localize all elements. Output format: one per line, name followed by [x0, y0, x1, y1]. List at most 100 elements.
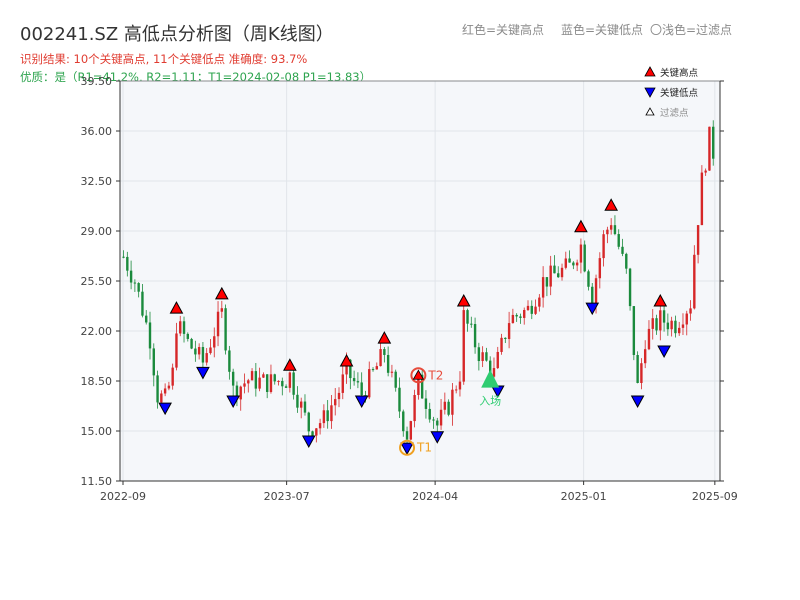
x-tick-label: 2023-07 — [264, 490, 310, 503]
candle-down — [436, 420, 439, 426]
candle-up — [560, 267, 564, 278]
candle-down — [129, 270, 133, 283]
candle-down — [545, 277, 549, 287]
candle-down — [265, 374, 269, 392]
candle-up — [409, 421, 413, 440]
candle-up — [322, 410, 326, 424]
candle-down — [625, 253, 628, 269]
y-tick-label: 25.50 — [81, 275, 113, 288]
candle-up — [462, 310, 465, 382]
candle-down — [477, 347, 481, 362]
legend-filtered-icon — [645, 107, 655, 116]
key-high-marker — [169, 301, 184, 314]
candle-up — [451, 389, 454, 415]
candle-up — [160, 393, 163, 403]
candle-down — [398, 387, 401, 412]
candle-down — [190, 338, 193, 349]
candle-down — [145, 315, 148, 323]
candle-down — [386, 354, 390, 373]
key-low-marker — [354, 395, 369, 409]
candle-down — [489, 360, 492, 377]
candle-down — [228, 350, 231, 372]
key-low-marker — [400, 442, 414, 456]
candle-up — [205, 353, 208, 363]
candle-down — [712, 126, 715, 159]
candle-down — [349, 359, 352, 379]
y-tick-label: 22.00 — [81, 325, 113, 338]
candle-down — [235, 385, 239, 400]
key-high-marker — [574, 219, 588, 233]
candle-up — [685, 313, 688, 325]
candle-up — [413, 395, 416, 422]
candle-up — [300, 401, 303, 408]
candle-up — [277, 380, 280, 382]
key-high-marker — [283, 358, 297, 371]
candle-down — [666, 322, 670, 330]
candle-up — [678, 327, 681, 334]
candle-up — [345, 359, 348, 375]
candle-down — [587, 271, 590, 287]
candle-down — [632, 306, 636, 355]
candle-down — [617, 234, 620, 247]
candle-up — [269, 374, 273, 392]
candle-down — [447, 401, 450, 415]
candle-up — [538, 297, 541, 307]
candle-up — [606, 229, 609, 235]
candle-up — [216, 311, 220, 337]
candle-down — [530, 305, 533, 314]
page-title: 002241.SZ 高低点分析图（周K线图） — [20, 24, 334, 45]
key-low-marker — [585, 302, 600, 316]
candle-up — [507, 323, 511, 340]
candle-up — [368, 369, 371, 398]
entry-marker — [481, 369, 500, 388]
candle-up — [696, 225, 700, 255]
x-tick-label: 2025-01 — [561, 490, 607, 503]
axes-layer: 11.50 15.00 18.50 22.00 25.50 29.00 32.50 36.00… — [81, 75, 738, 503]
candle-up — [602, 234, 605, 259]
candle-down — [473, 324, 477, 348]
candle-down — [613, 225, 617, 235]
candle-up — [575, 262, 579, 266]
t2-circle — [410, 367, 427, 384]
candle-up — [288, 372, 292, 388]
candle-up — [481, 352, 484, 362]
candle-up — [640, 363, 643, 384]
x-tick-label: 2022-09 — [100, 490, 146, 503]
candle-down — [186, 333, 189, 339]
y-tick-label: 39.50 — [81, 75, 113, 88]
candle-up — [250, 371, 254, 381]
key-high-marker — [377, 331, 392, 344]
candle-up — [458, 381, 462, 390]
candle-down — [519, 316, 522, 318]
candle-down — [557, 273, 560, 278]
legend-low-icon — [644, 87, 656, 98]
candle-down — [201, 347, 205, 363]
candle-up — [417, 374, 420, 396]
candle-up — [564, 258, 567, 268]
t1-label: T1 — [416, 441, 432, 455]
y-tick-label: 29.00 — [81, 225, 113, 238]
candle-up — [167, 385, 171, 389]
candle-up — [609, 225, 613, 230]
candle-up — [243, 383, 246, 387]
candle-down — [568, 258, 571, 263]
candle-down — [122, 256, 125, 258]
candle-down — [402, 411, 405, 432]
candle-up — [643, 349, 647, 364]
candle-down — [182, 321, 186, 334]
y-tick-label: 15.00 — [81, 425, 113, 438]
candle-up — [689, 308, 692, 314]
candle-down — [674, 320, 677, 334]
x-tick-label: 2025-09 — [692, 490, 738, 503]
candle-down — [394, 371, 397, 388]
candle-down — [591, 286, 594, 305]
candle-up — [443, 401, 447, 410]
key-low-marker — [630, 395, 645, 409]
legend-light-note: 〇浅色=过滤点 — [650, 23, 733, 37]
candle-down — [662, 310, 666, 323]
key-low-marker — [158, 402, 172, 416]
candle-up — [708, 126, 711, 171]
candle-up — [492, 368, 496, 377]
